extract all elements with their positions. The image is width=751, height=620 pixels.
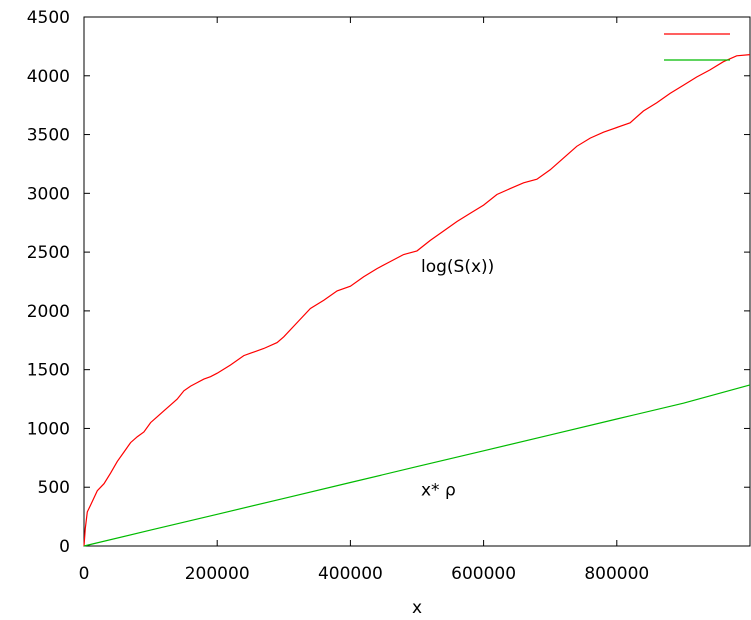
series-line-2: [83, 384, 751, 547]
series-layer: [83, 54, 751, 547]
y-tick-label: 4000: [27, 67, 70, 87]
plot-area: [83, 16, 751, 547]
x-tick-label: 400000: [318, 564, 383, 584]
legend: [664, 33, 730, 61]
y-axis: 0 500 1000 1500 2000 2500 3000 3500 4000 4500: [27, 8, 750, 557]
y-tick-label: 1000: [27, 419, 70, 439]
x-axis: 0 200000 400000 600000 800000: [79, 17, 649, 584]
y-tick-label: 2000: [27, 302, 70, 322]
y-tick-label: 3000: [27, 184, 70, 204]
y-tick-label: 500: [38, 478, 70, 498]
x-tick-label: 200000: [185, 564, 250, 584]
x-tick-label: 800000: [584, 564, 649, 584]
y-tick-label: 3500: [27, 126, 70, 146]
plot-border: [83, 16, 751, 547]
x-tick-label: 0: [79, 564, 90, 584]
y-tick-label: 0: [59, 537, 70, 557]
x-axis-label: x: [412, 598, 422, 618]
x-tick-label: 600000: [451, 564, 516, 584]
annotation-1: log(S(x)): [421, 257, 494, 277]
y-tick-label: 1500: [27, 361, 70, 381]
annotation-2: x* ρ: [421, 481, 456, 501]
y-tick-label: 2500: [27, 243, 70, 263]
annotations: log(S(x)) x* ρ: [421, 257, 494, 500]
y-tick-label: 4500: [27, 8, 70, 28]
series-line-1: [83, 54, 751, 547]
